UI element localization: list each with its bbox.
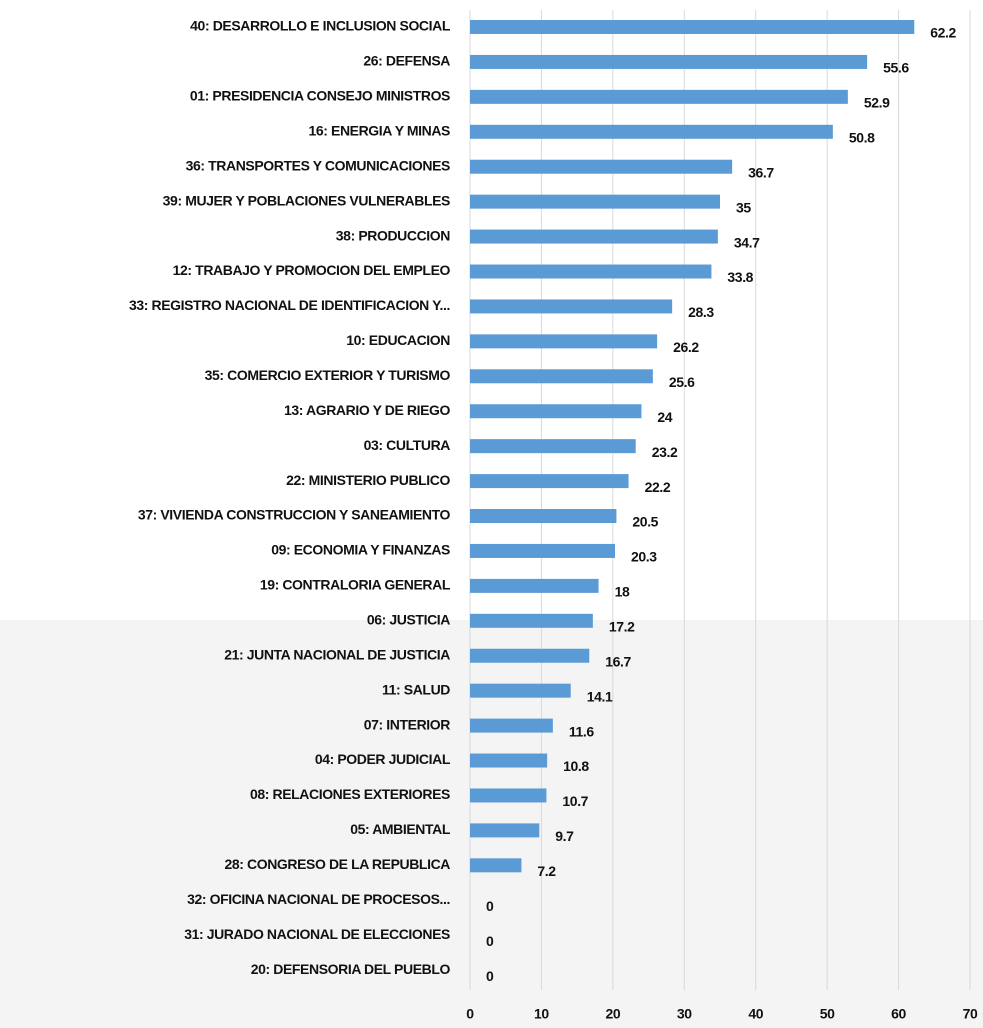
data-label: 52.9 (864, 95, 890, 111)
bar (470, 474, 629, 489)
data-label: 11.6 (569, 723, 594, 739)
bar (470, 54, 868, 69)
bar (470, 20, 915, 34)
data-label: 17.2 (609, 619, 635, 635)
x-tick-label: 60 (891, 1006, 906, 1022)
y-tick-label: 39: MUJER Y POBLACIONES VULNERABLES (163, 192, 450, 208)
bar (470, 229, 718, 244)
bar (470, 404, 642, 419)
bar (470, 823, 540, 838)
y-tick-label: 07: INTERIOR (364, 716, 451, 732)
data-label: 7.2 (537, 863, 556, 879)
data-label: 34.7 (734, 234, 760, 250)
y-tick-label: 03: CULTURA (364, 437, 451, 453)
y-tick-label: 01: PRESIDENCIA CONSEJO MINISTROS (190, 88, 450, 104)
data-label: 0 (486, 933, 494, 949)
y-tick-label: 08: RELACIONES EXTERIORES (250, 786, 450, 802)
bar (470, 858, 522, 873)
bar (470, 753, 548, 768)
data-label: 20.3 (631, 549, 657, 565)
data-label: 0 (486, 968, 494, 984)
data-label: 14.1 (587, 688, 613, 704)
data-label: 24 (657, 409, 672, 425)
data-label: 22.2 (645, 479, 671, 495)
bar (470, 613, 593, 628)
data-label: 10.7 (562, 793, 588, 809)
y-tick-label: 04: PODER JUDICIAL (315, 751, 451, 767)
y-tick-label: 20: DEFENSORIA DEL PUEBLO (251, 961, 451, 977)
data-label: 35 (736, 199, 751, 215)
bar (470, 159, 733, 174)
data-label: 23.2 (652, 444, 678, 460)
bar (470, 509, 617, 524)
y-tick-label: 32: OFICINA NACIONAL DE PROCESOS... (187, 891, 450, 907)
bar (470, 648, 590, 663)
data-label: 16.7 (605, 653, 631, 669)
y-tick-label: 31: JURADO NACIONAL DE ELECCIONES (184, 926, 450, 942)
data-label: 28.3 (688, 304, 714, 320)
data-label: 20.5 (632, 514, 658, 530)
x-tick-label: 20 (605, 1006, 620, 1022)
x-tick-label: 0 (466, 1006, 474, 1022)
data-label: 55.6 (883, 60, 909, 76)
y-tick-label: 36: TRANSPORTES Y COMUNICACIONES (186, 157, 450, 173)
x-tick-label: 70 (963, 1006, 978, 1022)
y-tick-label: 05: AMBIENTAL (350, 821, 451, 837)
data-label: 26.2 (673, 339, 699, 355)
y-tick-label: 40: DESARROLLO E INCLUSION SOCIAL (190, 18, 451, 34)
data-label: 0 (486, 898, 494, 914)
bar (470, 369, 653, 384)
bar (470, 334, 658, 349)
bar (470, 683, 571, 698)
y-tick-label: 10: EDUCACION (346, 332, 450, 348)
bar (470, 264, 712, 279)
y-tick-label: 19: CONTRALORIA GENERAL (260, 577, 451, 593)
data-label: 33.8 (727, 269, 753, 285)
x-tick-label: 50 (820, 1006, 835, 1022)
y-tick-label: 16: ENERGIA Y MINAS (308, 122, 450, 138)
data-label: 36.7 (748, 164, 774, 180)
data-label: 62.2 (930, 25, 956, 41)
bar (470, 299, 673, 314)
data-label: 18 (615, 584, 630, 600)
bar (470, 89, 848, 104)
y-tick-label: 12: TRABAJO Y PROMOCION DEL EMPLEO (173, 262, 451, 278)
y-tick-label: 11: SALUD (382, 681, 450, 697)
bar (470, 439, 636, 454)
bar (470, 718, 553, 733)
y-tick-label: 28: CONGRESO DE LA REPUBLICA (224, 856, 450, 872)
y-tick-label: 26: DEFENSA (363, 53, 450, 69)
y-tick-label: 09: ECONOMIA Y FINANZAS (271, 542, 450, 558)
y-tick-label: 21: JUNTA NACIONAL DE JUSTICIA (224, 646, 450, 662)
bar (470, 194, 720, 209)
x-tick-label: 10 (534, 1006, 549, 1022)
bar (470, 124, 833, 139)
data-label: 50.8 (849, 129, 875, 145)
bar (470, 578, 599, 593)
y-tick-label: 06: JUSTICIA (367, 612, 450, 628)
data-label: 25.6 (669, 374, 695, 390)
y-tick-label: 38: PRODUCCION (336, 227, 450, 243)
x-tick-label: 30 (677, 1006, 692, 1022)
y-tick-label: 33: REGISTRO NACIONAL DE IDENTIFICACION … (129, 297, 450, 313)
data-label: 9.7 (555, 828, 574, 844)
bar (470, 543, 615, 558)
y-tick-label: 35: COMERCIO EXTERIOR Y TURISMO (205, 367, 451, 383)
data-label: 10.8 (563, 758, 589, 774)
y-tick-label: 37: VIVIENDA CONSTRUCCION Y SANEAMIENTO (138, 507, 451, 523)
x-tick-label: 40 (748, 1006, 763, 1022)
y-tick-label: 13: AGRARIO Y DE RIEGO (284, 402, 450, 418)
bar (470, 788, 547, 803)
y-tick-label: 22: MINISTERIO PUBLICO (286, 472, 450, 488)
